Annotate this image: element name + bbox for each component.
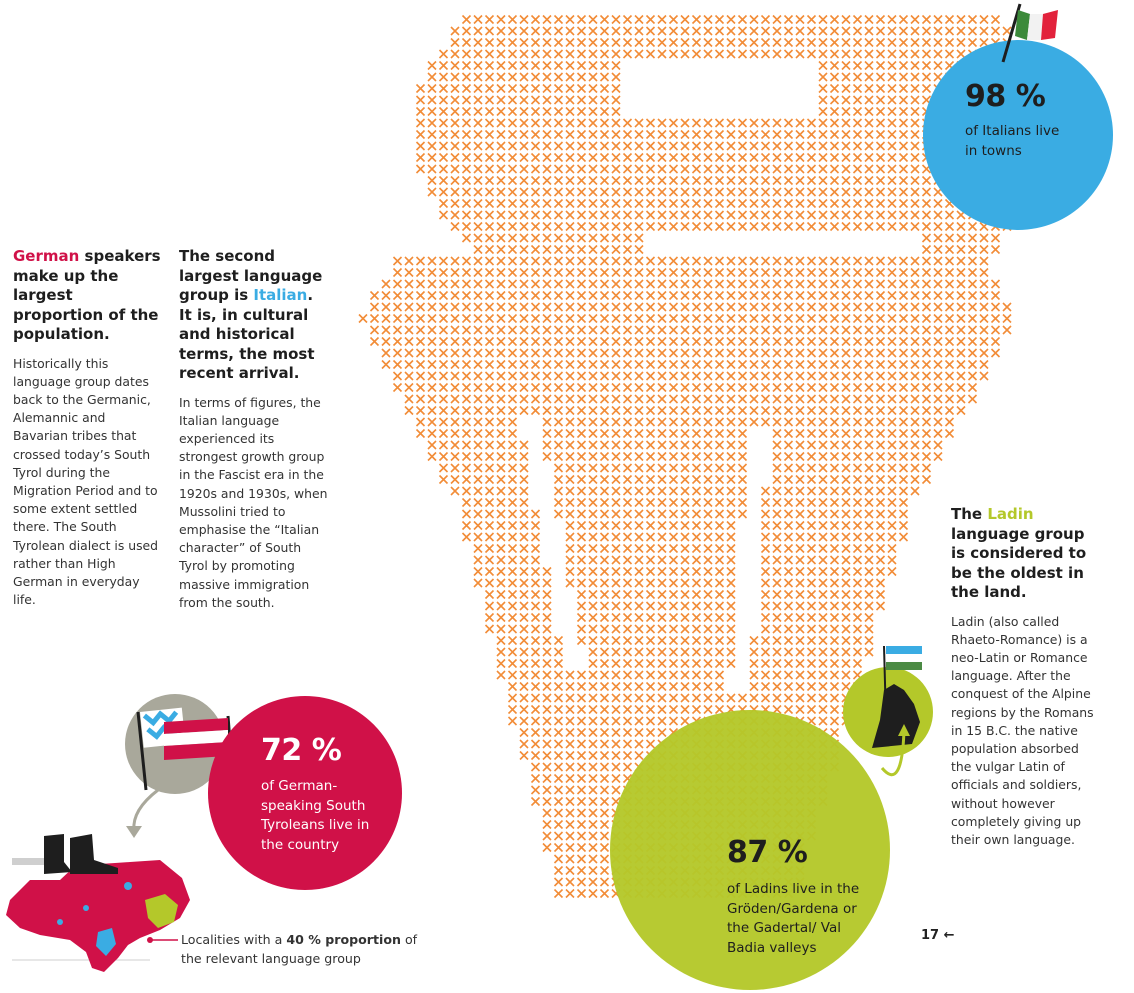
italian-stat: 98 % of Italians live in towns: [965, 80, 1075, 161]
german-body: Historically this language group dates b…: [13, 355, 159, 608]
ladin-stat: 87 % of Ladins live in the Gröden/Garden…: [727, 836, 877, 958]
german-stat-value: 72 %: [261, 733, 342, 768]
boots-icon: [44, 834, 118, 874]
ladin-heading: The Ladin language group is considered t…: [951, 505, 1087, 601]
german-stat: 72 % of German-speaking South Tyroleans …: [261, 734, 391, 855]
german-stat-text: of German-speaking South Tyroleans live …: [261, 778, 370, 853]
italian-stat-text: of Italians live in towns: [965, 123, 1060, 159]
german-heading: German speakers make up the largest prop…: [13, 247, 161, 343]
ladin-section: The Ladin language group is considered t…: [951, 505, 1101, 849]
italian-stat-value: 98 %: [965, 79, 1046, 114]
ladin-body: Ladin (also called Rhaeto-Romance) is a …: [951, 613, 1094, 847]
arrow-left-icon: ←: [943, 928, 955, 943]
map-legend: Localities with a 40 % proportion of the…: [181, 932, 418, 966]
ladin-stat-circle: [610, 710, 890, 990]
german-keyword: German: [13, 247, 80, 265]
italian-section: The second largest language group is Ita…: [179, 247, 329, 612]
south-tyrol-map: [6, 858, 190, 972]
italian-heading: The second largest language group is Ita…: [179, 247, 323, 382]
italian-flag-icon: [1001, 3, 1058, 63]
italian-body: In terms of figures, the Italian languag…: [179, 394, 328, 610]
italian-stat-circle: [923, 40, 1113, 230]
ladin-stat-text: of Ladins live in the Gröden/Gardena or …: [727, 881, 860, 956]
page-number: 17 ←: [921, 928, 955, 943]
german-section: German speakers make up the largest prop…: [13, 247, 163, 609]
german-stat-circle: [208, 696, 402, 890]
ladin-keyword: Ladin: [987, 505, 1034, 523]
ladin-stat-value: 87 %: [727, 835, 808, 870]
italian-keyword: Italian: [253, 286, 308, 304]
